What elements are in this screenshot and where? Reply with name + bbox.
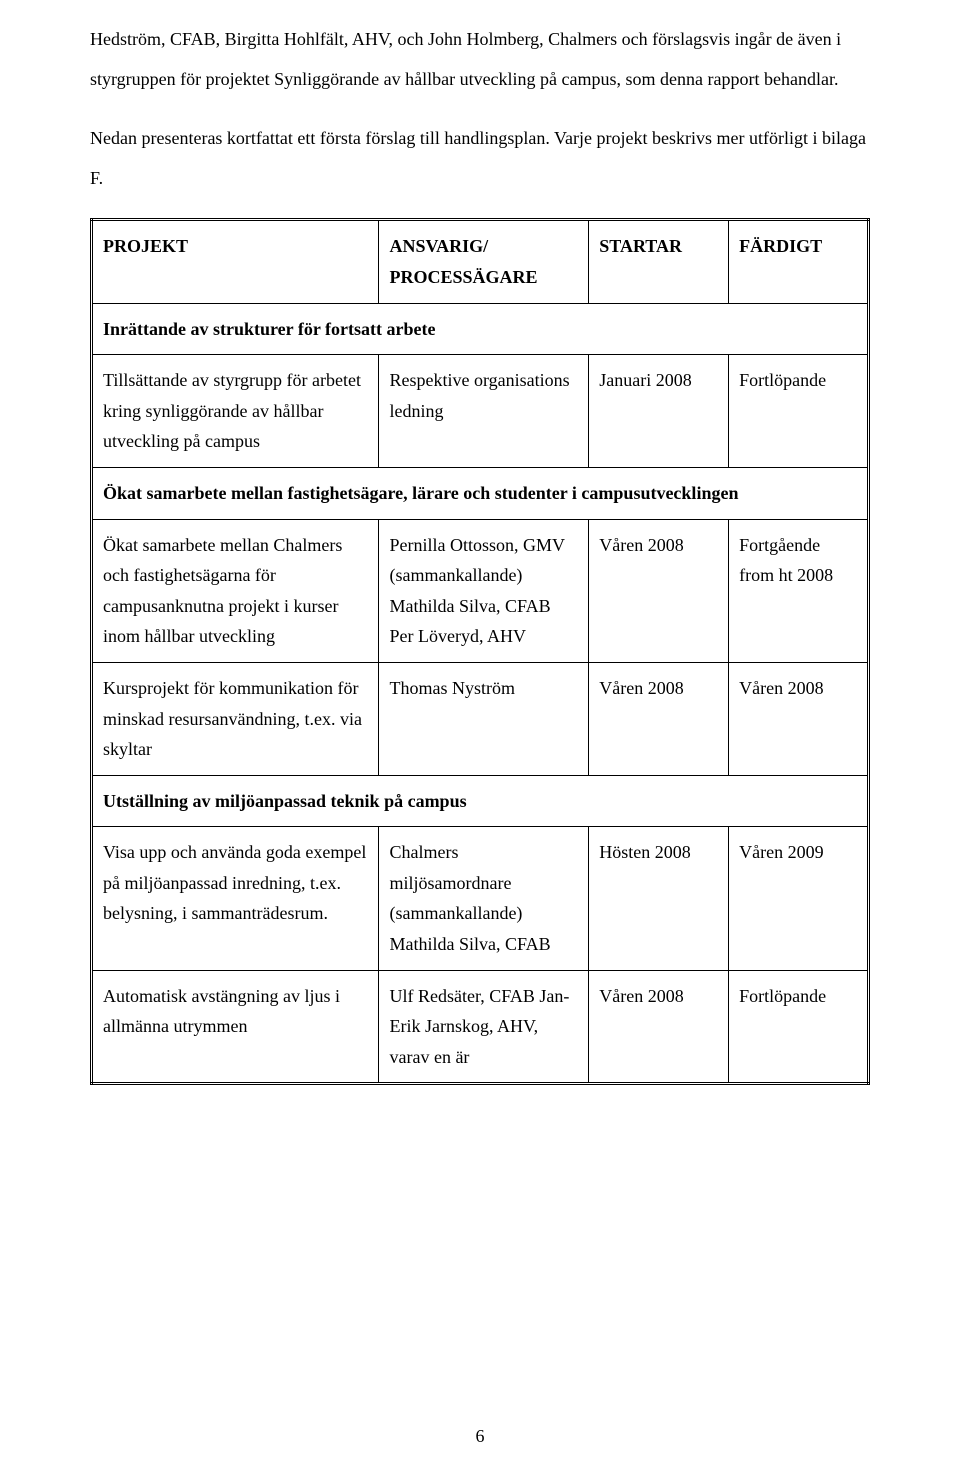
header-ansvarig: ANSVARIG/ PROCESSÄGARE (379, 220, 589, 303)
section-row-3: Utställning av miljöanpassad teknik på c… (92, 775, 869, 827)
r1-proj: Tillsättande av styrgrupp för arbetet kr… (92, 355, 379, 468)
header-startar: STARTAR (589, 220, 729, 303)
r4-proj: Visa upp och använda goda exempel på mil… (92, 827, 379, 970)
r2-fard: Fortgående from ht 2008 (729, 519, 869, 662)
action-plan-table: PROJEKT ANSVARIG/ PROCESSÄGARE STARTAR F… (90, 218, 870, 1085)
header-fardigt: FÄRDIGT (729, 220, 869, 303)
r4-ans: Chalmers miljösamordnare (sammankallande… (379, 827, 589, 970)
r1-fard: Fortlöpande (729, 355, 869, 468)
table-row: Kursprojekt för kommunikation för minska… (92, 662, 869, 775)
section-row-1: Inrättande av strukturer för fortsatt ar… (92, 303, 869, 355)
table-row: Ökat samarbete mellan Chalmers och fasti… (92, 519, 869, 662)
page-number: 6 (0, 1426, 960, 1447)
r5-start: Våren 2008 (589, 970, 729, 1084)
r1-ans: Respektive organisations ledning (379, 355, 589, 468)
document-page: Hedström, CFAB, Birgitta Hohlfält, AHV, … (0, 0, 960, 1465)
section-2-title: Ökat samarbete mellan fastighetsägare, l… (92, 467, 869, 519)
intro-paragraph-1: Hedström, CFAB, Birgitta Hohlfält, AHV, … (90, 20, 870, 99)
r2-proj: Ökat samarbete mellan Chalmers och fasti… (92, 519, 379, 662)
r5-fard: Fortlöpande (729, 970, 869, 1084)
table-row: Tillsättande av styrgrupp för arbetet kr… (92, 355, 869, 468)
intro-paragraph-2: Nedan presenteras kortfattat ett första … (90, 119, 870, 198)
table-header-row: PROJEKT ANSVARIG/ PROCESSÄGARE STARTAR F… (92, 220, 869, 303)
r2-ans: Pernilla Ottosson, GMV (sammankallande) … (379, 519, 589, 662)
section-row-2: Ökat samarbete mellan fastighetsägare, l… (92, 467, 869, 519)
r5-proj: Automatisk avstängning av ljus i allmänn… (92, 970, 379, 1084)
r2-start: Våren 2008 (589, 519, 729, 662)
header-ansvarig-line2: PROCESSÄGARE (389, 267, 537, 287)
table-row: Automatisk avstängning av ljus i allmänn… (92, 970, 869, 1084)
r4-start: Hösten 2008 (589, 827, 729, 970)
r3-start: Våren 2008 (589, 662, 729, 775)
r4-fard: Våren 2009 (729, 827, 869, 970)
table-row: Visa upp och använda goda exempel på mil… (92, 827, 869, 970)
r3-proj: Kursprojekt för kommunikation för minska… (92, 662, 379, 775)
header-projekt: PROJEKT (92, 220, 379, 303)
section-3-title: Utställning av miljöanpassad teknik på c… (92, 775, 869, 827)
r3-ans: Thomas Nyström (379, 662, 589, 775)
header-ansvarig-line1: ANSVARIG/ (389, 236, 488, 256)
r5-ans: Ulf Redsäter, CFAB Jan-Erik Jarnskog, AH… (379, 970, 589, 1084)
r3-fard: Våren 2008 (729, 662, 869, 775)
r1-start: Januari 2008 (589, 355, 729, 468)
section-1-title: Inrättande av strukturer för fortsatt ar… (92, 303, 869, 355)
